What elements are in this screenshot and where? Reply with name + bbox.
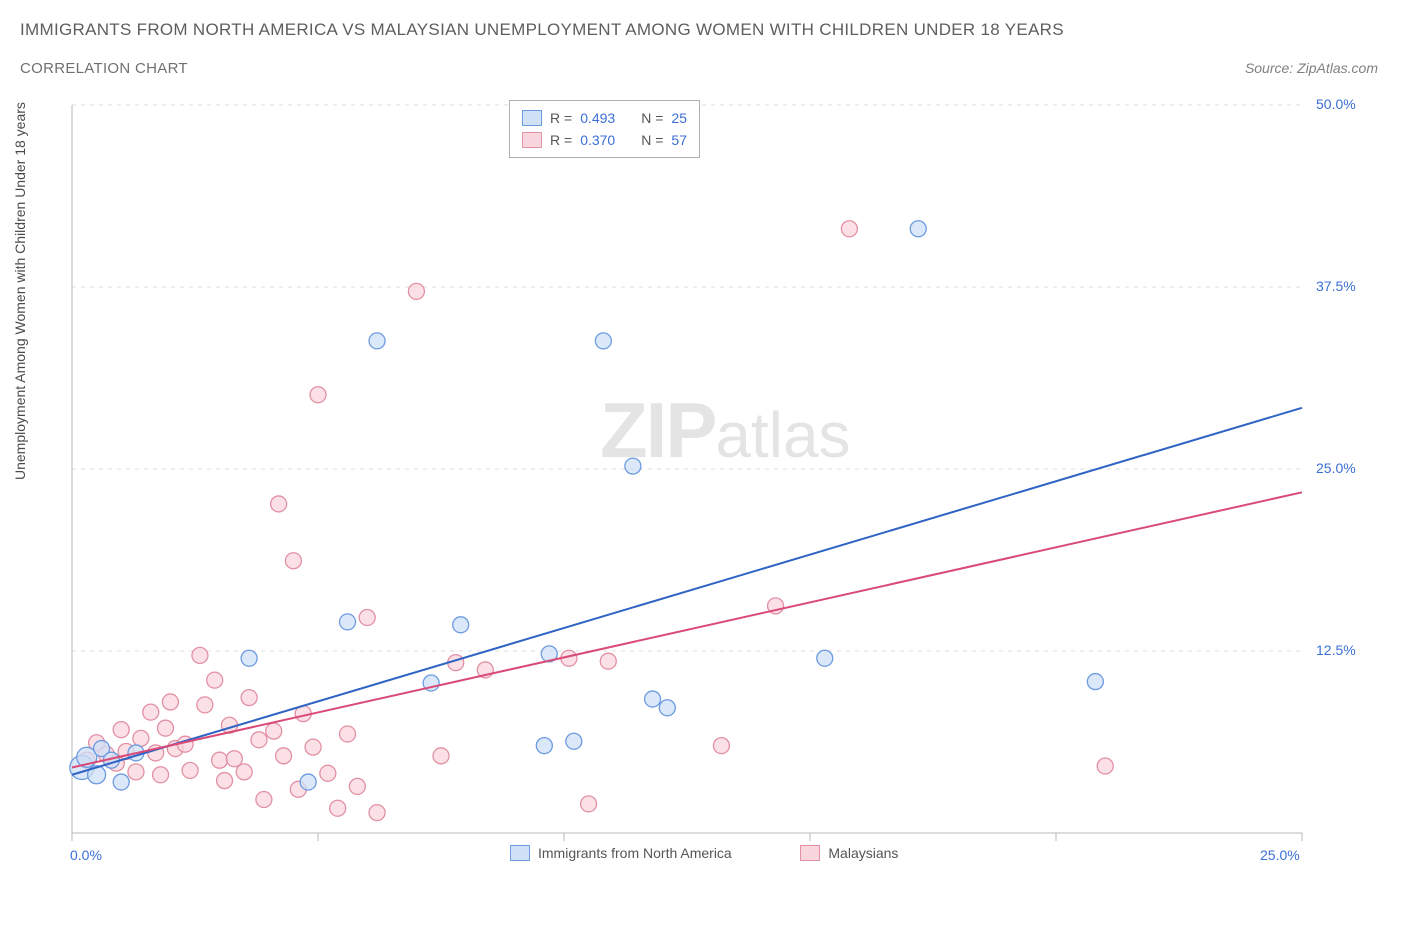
correlation-legend: R = 0.493 N = 25 R = 0.370 N = 57 [509, 100, 700, 158]
y-tick-label: 37.5% [1316, 278, 1356, 294]
legend-r-value: 0.370 [580, 132, 615, 148]
source-label: Source: ZipAtlas.com [1245, 60, 1378, 76]
legend-swatch [510, 845, 530, 861]
legend-swatch [522, 110, 542, 126]
legend-row: R = 0.493 N = 25 [522, 107, 687, 129]
legend-row: R = 0.370 N = 57 [522, 129, 687, 151]
legend-swatch [800, 845, 820, 861]
page-subtitle: CORRELATION CHART [20, 60, 188, 77]
correlation-chart: ZIPatlas R = 0.493N = 25R = 0.370N = 57 … [60, 95, 1380, 865]
series-legend-label: Malaysians [828, 845, 898, 861]
legend-swatch [522, 132, 542, 148]
y-tick-label: 50.0% [1316, 96, 1356, 112]
legend-n-label: N = [641, 110, 663, 126]
page-title: IMMIGRANTS FROM NORTH AMERICA VS MALAYSI… [20, 20, 1064, 40]
y-tick-label: 12.5% [1316, 642, 1356, 658]
legend-n-label: N = [641, 132, 663, 148]
legend-n-value: 25 [671, 110, 687, 126]
series-legend-label: Immigrants from North America [538, 845, 732, 861]
y-axis-label: Unemployment Among Women with Children U… [12, 102, 28, 480]
series-legend-item: Immigrants from North America [510, 845, 732, 861]
series-legend-item: Malaysians [800, 845, 898, 861]
chart-svg [60, 95, 1380, 865]
legend-n-value: 57 [671, 132, 687, 148]
legend-r-label: R = [550, 132, 572, 148]
legend-r-label: R = [550, 110, 572, 126]
x-tick-label: 25.0% [1260, 847, 1300, 863]
x-tick-label: 0.0% [70, 847, 102, 863]
y-tick-label: 25.0% [1316, 460, 1356, 476]
legend-r-value: 0.493 [580, 110, 615, 126]
